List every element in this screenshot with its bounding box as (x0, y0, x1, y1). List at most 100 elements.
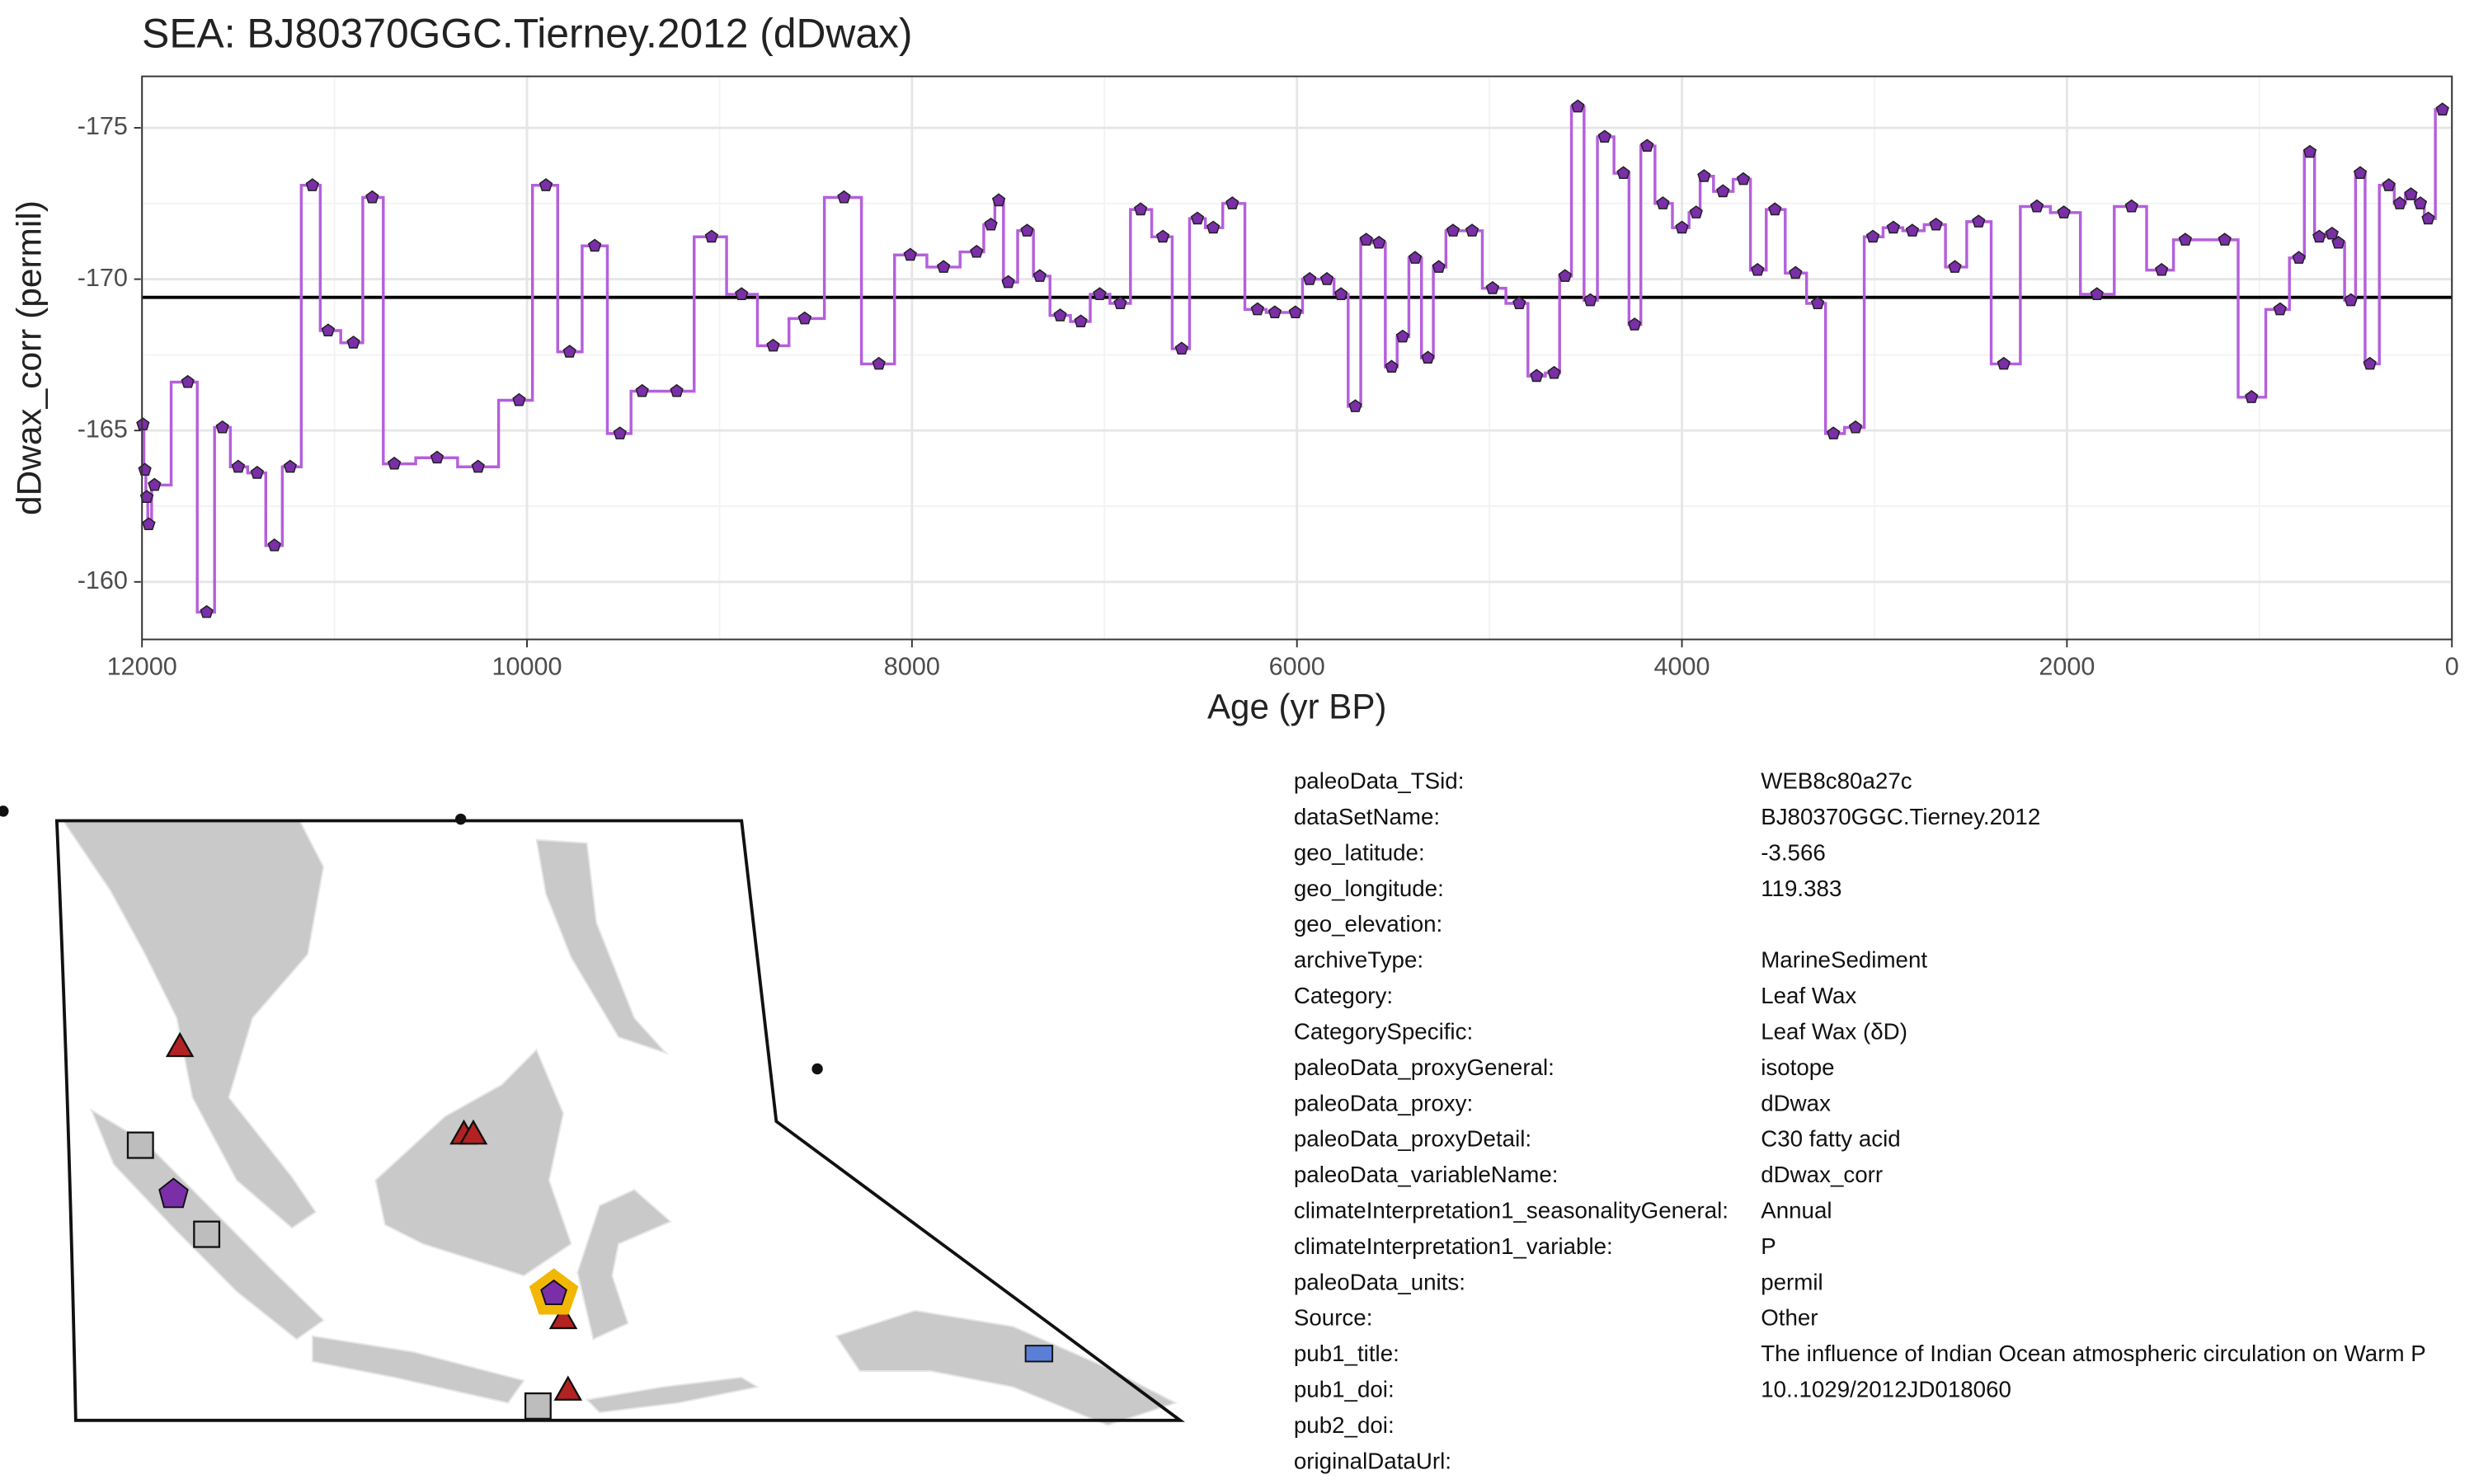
data-point (1372, 235, 1386, 249)
map-dot (811, 1063, 823, 1075)
data-point (1155, 229, 1170, 243)
data-point (2353, 166, 2368, 180)
data-point (1174, 341, 1189, 355)
x-axis-label: Age (yr BP) (1207, 687, 1386, 726)
data-point (1319, 271, 1334, 285)
meta-key: pub2_doi: (1294, 1412, 1395, 1438)
data-point (670, 383, 684, 397)
data-point (1675, 220, 1689, 234)
data-point (1827, 426, 1841, 439)
site-marker (548, 1303, 578, 1330)
data-point (1627, 317, 1642, 331)
data-point (2273, 302, 2288, 316)
y-tick-label: -160 (78, 566, 128, 594)
y-tick-label: -175 (78, 111, 128, 140)
data-point (1408, 251, 1423, 264)
meta-key: paleoData_variableName: (1294, 1162, 1559, 1187)
meta-value: isotope (1761, 1054, 1834, 1080)
x-tick-label: 4000 (1653, 651, 1710, 680)
land (311, 1335, 525, 1404)
data-point (2325, 226, 2339, 240)
data-point (1485, 280, 1500, 294)
panel-border (141, 75, 2453, 641)
data-point (2331, 235, 2345, 249)
meta-value: dDwax (1761, 1090, 1831, 1115)
map-frame (54, 819, 1185, 1422)
data-point (1302, 271, 1317, 285)
data-point (1810, 296, 1825, 310)
y-tick-label: -170 (78, 263, 128, 292)
data-point (2344, 293, 2358, 307)
data-point (2245, 390, 2259, 403)
data-point (1432, 260, 1446, 273)
data-point (1133, 202, 1148, 216)
meta-value: 10..1029/2012JD018060 (1761, 1376, 2011, 1402)
data-point (1225, 196, 1239, 209)
meta-key: geo_longitude: (1294, 876, 1444, 901)
x-tick-label: 6000 (1269, 651, 1325, 680)
map-dot (0, 805, 9, 817)
site-marker (1024, 1345, 1054, 1363)
data-point (837, 190, 851, 204)
data-point (613, 426, 627, 439)
data-point (2178, 232, 2193, 246)
meta-value: BJ80370GGC.Tierney.2012 (1761, 804, 2040, 829)
site-marker (553, 1375, 583, 1401)
data-point (181, 374, 195, 388)
metadata-table: paleoData_TSid: WEB8c80a27c dataSetName: BJ… (1294, 768, 2426, 1473)
meta-value: permil (1761, 1269, 1823, 1294)
land (374, 1048, 572, 1277)
data-point (1905, 223, 1920, 237)
data-point (365, 190, 379, 204)
meta-key: Category: (1294, 983, 1393, 1008)
data-point (1789, 265, 1803, 279)
meta-value: Leaf Wax (δD) (1761, 1018, 1907, 1044)
data-point (1465, 223, 1479, 237)
data-point (872, 356, 886, 370)
data-point (1697, 169, 1711, 182)
meta-value: 119.383 (1761, 876, 1841, 901)
meta-key: geo_latitude: (1294, 839, 1425, 865)
data-point (1113, 296, 1127, 310)
land (576, 1188, 672, 1341)
meta-key: paleoData_proxy: (1294, 1090, 1473, 1115)
data-point (387, 456, 402, 470)
data-point (2312, 229, 2326, 243)
data-point (1948, 260, 1962, 273)
data-point (1032, 269, 1047, 282)
data-point (1446, 223, 1460, 237)
data-point (1689, 205, 1703, 218)
site-marker (524, 1392, 552, 1421)
meta-key: pub1_title: (1294, 1341, 1399, 1366)
meta-key: geo_elevation: (1294, 911, 1442, 937)
meta-value: Leaf Wax (1761, 983, 1856, 1008)
data-point (1547, 365, 1561, 379)
data-point (1020, 223, 1034, 237)
data-point (346, 336, 360, 349)
meta-value: WEB8c80a27c (1761, 768, 1912, 793)
meta-key: archiveType: (1294, 947, 1423, 973)
data-point (1583, 293, 1597, 307)
data-point (635, 383, 649, 397)
data-point (1348, 399, 1362, 412)
x-tick-label: 12000 (107, 651, 177, 680)
data-point (1616, 166, 1630, 180)
data-point (1751, 262, 1765, 276)
meta-value: dDwax_corr (1761, 1162, 1883, 1187)
data-point (1001, 275, 1015, 289)
meta-key: paleoData_proxyGeneral: (1294, 1054, 1554, 1080)
data-point (215, 420, 229, 434)
meta-key: climateInterpretation1_seasonalityGenera… (1294, 1197, 1729, 1223)
data-point (2292, 251, 2306, 264)
data-point (562, 345, 576, 358)
meta-value: MarineSediment (1761, 947, 1927, 973)
data-point (2435, 102, 2449, 116)
meta-key: CategorySpecific: (1294, 1018, 1473, 1044)
map-dot (454, 813, 467, 825)
data-point (1385, 359, 1399, 373)
x-tick-label: 0 (2445, 651, 2459, 680)
land (535, 838, 669, 1055)
land (835, 1309, 1178, 1426)
data-point (1053, 308, 1067, 322)
